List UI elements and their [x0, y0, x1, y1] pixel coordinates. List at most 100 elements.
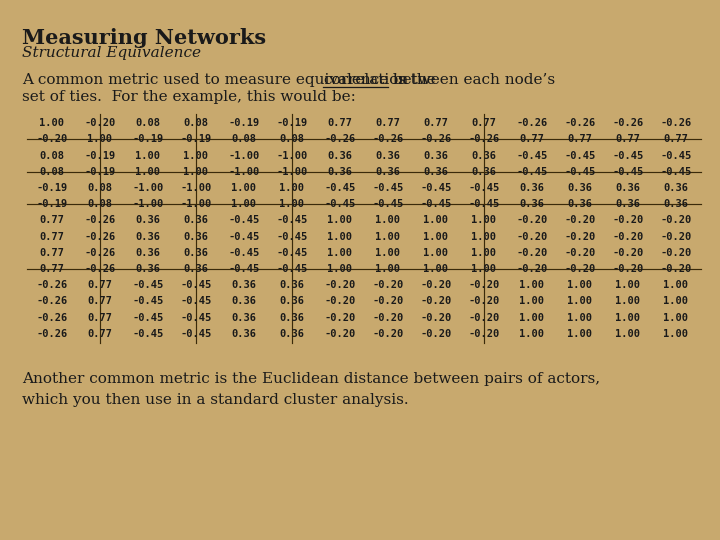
Text: -0.20: -0.20 — [660, 215, 692, 225]
Text: 1.00: 1.00 — [376, 248, 400, 258]
Text: 0.77: 0.77 — [40, 264, 65, 274]
Text: -0.26: -0.26 — [84, 215, 116, 225]
Text: 0.36: 0.36 — [232, 296, 256, 307]
Text: -0.20: -0.20 — [420, 329, 451, 339]
Text: 0.36: 0.36 — [135, 232, 161, 241]
Text: 1.00: 1.00 — [664, 296, 688, 307]
Text: -0.45: -0.45 — [325, 199, 356, 209]
Text: -0.20: -0.20 — [420, 280, 451, 291]
Text: -0.20: -0.20 — [516, 264, 548, 274]
Text: 0.77: 0.77 — [88, 280, 112, 291]
Text: 0.36: 0.36 — [279, 296, 305, 307]
Text: -0.20: -0.20 — [37, 134, 68, 144]
Text: -0.26: -0.26 — [516, 118, 548, 128]
Text: -0.45: -0.45 — [660, 151, 692, 160]
Text: -0.19: -0.19 — [84, 167, 116, 177]
Text: 0.36: 0.36 — [567, 183, 593, 193]
Text: -0.20: -0.20 — [469, 329, 500, 339]
Text: 1.00: 1.00 — [279, 199, 305, 209]
Text: -0.19: -0.19 — [37, 183, 68, 193]
Text: 0.08: 0.08 — [184, 118, 209, 128]
Text: -0.26: -0.26 — [37, 280, 68, 291]
Text: 0.36: 0.36 — [232, 280, 256, 291]
Text: 1.00: 1.00 — [567, 313, 593, 323]
Text: -0.20: -0.20 — [325, 296, 356, 307]
Text: -1.00: -1.00 — [132, 183, 163, 193]
Text: -0.45: -0.45 — [276, 215, 307, 225]
Text: 1.00: 1.00 — [520, 329, 544, 339]
Text: 0.36: 0.36 — [232, 329, 256, 339]
Text: -1.00: -1.00 — [181, 183, 212, 193]
Text: 0.36: 0.36 — [472, 167, 497, 177]
Text: -0.45: -0.45 — [276, 248, 307, 258]
Text: 1.00: 1.00 — [328, 248, 353, 258]
Text: 0.77: 0.77 — [376, 118, 400, 128]
Text: 1.00: 1.00 — [328, 264, 353, 274]
Text: 1.00: 1.00 — [376, 232, 400, 241]
Text: 1.00: 1.00 — [567, 280, 593, 291]
Text: 0.36: 0.36 — [520, 183, 544, 193]
Text: 1.00: 1.00 — [328, 232, 353, 241]
Text: -0.45: -0.45 — [181, 313, 212, 323]
Text: -0.45: -0.45 — [181, 296, 212, 307]
Text: -0.20: -0.20 — [516, 215, 548, 225]
Text: -0.45: -0.45 — [516, 167, 548, 177]
Text: 1.00: 1.00 — [664, 313, 688, 323]
Text: -0.26: -0.26 — [84, 248, 116, 258]
Text: -1.00: -1.00 — [132, 199, 163, 209]
Text: -0.45: -0.45 — [228, 215, 260, 225]
Text: 0.36: 0.36 — [135, 215, 161, 225]
Text: 0.77: 0.77 — [520, 134, 544, 144]
Text: 0.08: 0.08 — [232, 134, 256, 144]
Text: -0.45: -0.45 — [325, 183, 356, 193]
Text: 0.77: 0.77 — [664, 134, 688, 144]
Text: -0.26: -0.26 — [613, 118, 644, 128]
Text: -0.20: -0.20 — [420, 313, 451, 323]
Text: 1.00: 1.00 — [472, 248, 497, 258]
Text: -0.45: -0.45 — [228, 248, 260, 258]
Text: -0.20: -0.20 — [660, 264, 692, 274]
Text: 0.36: 0.36 — [520, 199, 544, 209]
Text: -0.45: -0.45 — [228, 232, 260, 241]
Text: Measuring Networks: Measuring Networks — [22, 28, 266, 48]
Text: 0.77: 0.77 — [88, 313, 112, 323]
Text: -0.45: -0.45 — [372, 183, 404, 193]
Text: -0.26: -0.26 — [660, 118, 692, 128]
Text: -0.45: -0.45 — [564, 151, 595, 160]
Text: 1.00: 1.00 — [520, 280, 544, 291]
Text: 0.36: 0.36 — [423, 167, 449, 177]
Text: 1.00: 1.00 — [472, 264, 497, 274]
Text: 0.36: 0.36 — [616, 199, 641, 209]
Text: -0.20: -0.20 — [660, 232, 692, 241]
Text: -0.20: -0.20 — [469, 280, 500, 291]
Text: 0.77: 0.77 — [567, 134, 593, 144]
Text: 0.36: 0.36 — [184, 215, 209, 225]
Text: 0.36: 0.36 — [328, 167, 353, 177]
Text: 0.08: 0.08 — [135, 118, 161, 128]
Text: 1.00: 1.00 — [88, 134, 112, 144]
Text: -0.20: -0.20 — [372, 329, 404, 339]
Text: -0.45: -0.45 — [469, 183, 500, 193]
Text: 1.00: 1.00 — [423, 232, 449, 241]
Text: -0.26: -0.26 — [372, 134, 404, 144]
Text: -0.20: -0.20 — [660, 248, 692, 258]
Text: 1.00: 1.00 — [184, 167, 209, 177]
Text: -0.45: -0.45 — [564, 167, 595, 177]
Text: -0.45: -0.45 — [613, 167, 644, 177]
Text: 0.36: 0.36 — [135, 264, 161, 274]
Text: 0.36: 0.36 — [423, 151, 449, 160]
Text: 1.00: 1.00 — [328, 215, 353, 225]
Text: -0.45: -0.45 — [420, 199, 451, 209]
Text: 1.00: 1.00 — [567, 296, 593, 307]
Text: -0.20: -0.20 — [372, 313, 404, 323]
Text: Another common metric is the Euclidean distance between pairs of actors,
which y: Another common metric is the Euclidean d… — [22, 372, 600, 407]
Text: 1.00: 1.00 — [664, 329, 688, 339]
Text: -0.26: -0.26 — [84, 264, 116, 274]
Text: 1.00: 1.00 — [232, 183, 256, 193]
Text: -0.20: -0.20 — [564, 232, 595, 241]
Text: -0.20: -0.20 — [325, 329, 356, 339]
Text: 1.00: 1.00 — [472, 215, 497, 225]
Text: -0.45: -0.45 — [228, 264, 260, 274]
Text: 1.00: 1.00 — [567, 329, 593, 339]
Text: -0.20: -0.20 — [516, 232, 548, 241]
